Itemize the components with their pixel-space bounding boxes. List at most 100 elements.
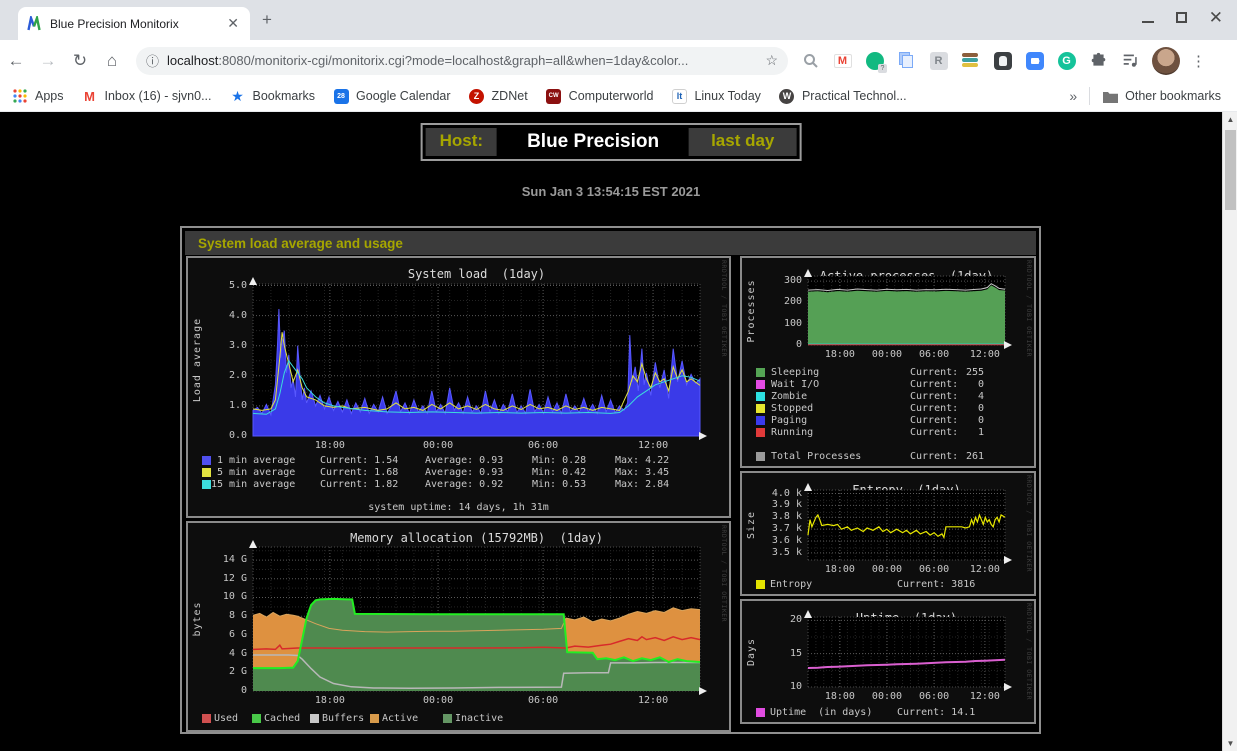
section-header: System load average and usage — [185, 231, 1036, 255]
window-maximize-icon[interactable] — [1175, 12, 1187, 23]
y-tick-label: 3.9 k — [771, 499, 802, 511]
monitorix-favicon — [27, 15, 41, 30]
chart-panel-active-processes[interactable]: Active processes (1day) Processes 300 200 10… — [740, 256, 1036, 468]
wordpress-icon: W — [779, 88, 795, 104]
scrollbar-up-icon[interactable]: ▲ — [1226, 115, 1235, 124]
legend-swatch — [756, 708, 765, 717]
legend-text: Current: 14.1 — [897, 707, 976, 718]
legend-text: Paging — [771, 415, 808, 426]
media-playlist-icon[interactable] — [1120, 50, 1141, 71]
y-tick-label: 8 G — [228, 610, 247, 622]
chart-panel-memory-allocation[interactable]: Memory allocation (15792MB) (1day) bytes 1… — [186, 521, 731, 732]
graph-plot — [249, 540, 707, 695]
window-minimize-icon[interactable] — [1141, 20, 1154, 23]
browser-toolbar: ← → ↻ ⌂ ⓘ localhost:8080/monitorix-cgi/m… — [0, 40, 1237, 81]
chart-panel-uptime[interactable]: Uptime (1day) Days 20 15 10 18:00 00:00 06:00 12… — [740, 599, 1036, 724]
page-scrollbar[interactable]: ▲ ▼ — [1222, 112, 1237, 751]
legend-text: Running — [771, 427, 814, 438]
browser-menu-icon[interactable]: ⋮ — [1191, 52, 1206, 70]
host-selector-table: Host: Blue Precision last day — [420, 123, 802, 161]
legend-swatch — [202, 714, 211, 723]
y-tick-label: 5.0 — [228, 279, 247, 291]
r-extension-icon[interactable]: R — [928, 50, 949, 71]
browser-tab[interactable]: Blue Precision Monitorix ✕ — [18, 7, 250, 40]
profile-avatar[interactable] — [1152, 46, 1180, 75]
y-tick-label: 100 — [783, 317, 802, 329]
host-label: Host: — [425, 128, 498, 156]
bookmarks-overflow-icon[interactable]: » — [1069, 88, 1078, 104]
folder-icon — [1102, 88, 1118, 104]
legend-text: 255 — [965, 367, 984, 378]
search-extension-icon[interactable] — [800, 50, 821, 71]
tab-close-icon[interactable]: ✕ — [227, 15, 239, 31]
legend-text: Min: 0.53 — [532, 479, 587, 490]
legend-text: Average: 0.92 — [425, 479, 504, 490]
window-close-icon[interactable]: ✕ — [1208, 8, 1223, 27]
copy-pages-extension-icon[interactable] — [896, 50, 917, 71]
graph-title: System load (1day) — [407, 267, 546, 281]
site-info-icon[interactable]: ⓘ — [146, 54, 160, 69]
x-tick-label: 06:00 — [528, 440, 559, 451]
bookmark-item-bookmarks[interactable]: ★ Bookmarks — [231, 87, 316, 104]
legend-text: Cached — [264, 713, 301, 724]
legend-swatch — [443, 714, 452, 723]
chart-panel-system-load[interactable]: System load (1day) Load average 5.0 4.0 3.0 2… — [186, 256, 731, 518]
x-tick-label: 00:00 — [871, 564, 903, 575]
chart-panel-entropy[interactable]: Entropy (1day) Size 4.0 k 3.9 k 3.8 k 3.7 k 3.… — [740, 471, 1036, 596]
legend-text: 1 min average — [211, 455, 296, 466]
bookmark-item-practical-technology[interactable]: W Practical Technol... — [779, 88, 907, 104]
voice-extension-icon[interactable]: ? — [864, 50, 887, 73]
lamp-extension-icon[interactable] — [992, 50, 1013, 71]
bookmark-item-zdnet[interactable]: Z ZDNet — [469, 88, 528, 104]
x-tick-label: 12:00 — [638, 695, 669, 706]
x-tick-label: 06:00 — [528, 695, 559, 706]
scrollbar-down-icon[interactable]: ▼ — [1226, 739, 1235, 748]
gmail-extension-icon[interactable]: M — [832, 50, 853, 71]
book-stack-extension-icon[interactable] — [960, 50, 981, 71]
legend-text: Total Processes — [771, 451, 862, 462]
legend-swatch — [756, 404, 765, 413]
x-tick-label: 00:00 — [871, 691, 903, 702]
bookmark-item-apps[interactable]: Apps — [12, 88, 64, 104]
graph-title: Memory allocation (15792MB) (1day) — [350, 531, 603, 545]
scrollbar-thumb[interactable] — [1225, 130, 1236, 210]
bookmark-star-icon[interactable]: ☆ — [765, 52, 778, 68]
bookmark-item-inbox[interactable]: M Inbox (16) - sjvn0... — [82, 88, 211, 104]
bookmark-item-google-calendar[interactable]: 28 Google Calendar — [333, 88, 451, 104]
extensions-row: M ? R G ⋮ — [800, 46, 1206, 75]
reload-icon[interactable]: ↻ — [72, 50, 88, 70]
y-tick-label: 300 — [783, 275, 802, 287]
legend-text: Stopped — [771, 403, 814, 414]
new-tab-button[interactable]: + — [262, 10, 272, 29]
report-datetime: Sun Jan 3 13:54:15 EST 2021 — [521, 184, 701, 199]
rrdtool-watermark: RRDTOOL / TOBI OETIKER — [1025, 475, 1033, 573]
gmail-icon: M — [84, 88, 95, 104]
y-tick-label: 1.0 — [228, 399, 247, 411]
url-text[interactable]: localhost:8080/monitorix-cgi/monitorix.c… — [167, 53, 689, 68]
back-icon[interactable]: ← — [7, 50, 25, 70]
x-tick-label: 06:00 — [919, 691, 950, 702]
legend-swatch — [756, 580, 765, 589]
bookmark-item-linux-today[interactable]: lt Linux Today — [671, 88, 761, 104]
zoom-extension-icon[interactable] — [1024, 50, 1045, 71]
legend-text: Inactive — [455, 713, 504, 724]
y-tick-label: 14 G — [222, 554, 247, 566]
extensions-puzzle-icon[interactable] — [1088, 50, 1109, 71]
grammarly-extension-icon[interactable]: G — [1056, 50, 1077, 71]
zdnet-icon: Z — [469, 88, 485, 104]
other-bookmarks[interactable]: Other bookmarks — [1102, 88, 1221, 104]
tab-title: Blue Precision Monitorix — [50, 16, 179, 31]
legend-text: Current: — [910, 367, 959, 378]
y-tick-label: 2.0 — [228, 369, 247, 381]
home-icon[interactable]: ⌂ — [106, 50, 118, 70]
forward-icon[interactable]: → — [39, 50, 57, 70]
legend-text: 0 — [977, 379, 984, 390]
y-tick-label: 0 — [795, 339, 802, 350]
host-name[interactable]: Blue Precision — [501, 128, 686, 156]
legend-text: Zombie — [771, 391, 808, 402]
browser-titlebar: Blue Precision Monitorix ✕ + ✕ — [0, 0, 1237, 40]
bookmark-item-computerworld[interactable]: CW Computerworld — [546, 88, 653, 104]
time-range-label[interactable]: last day — [689, 128, 797, 156]
legend-swatch — [252, 714, 261, 723]
url-bar[interactable]: ⓘ localhost:8080/monitorix-cgi/monitorix… — [136, 46, 788, 75]
